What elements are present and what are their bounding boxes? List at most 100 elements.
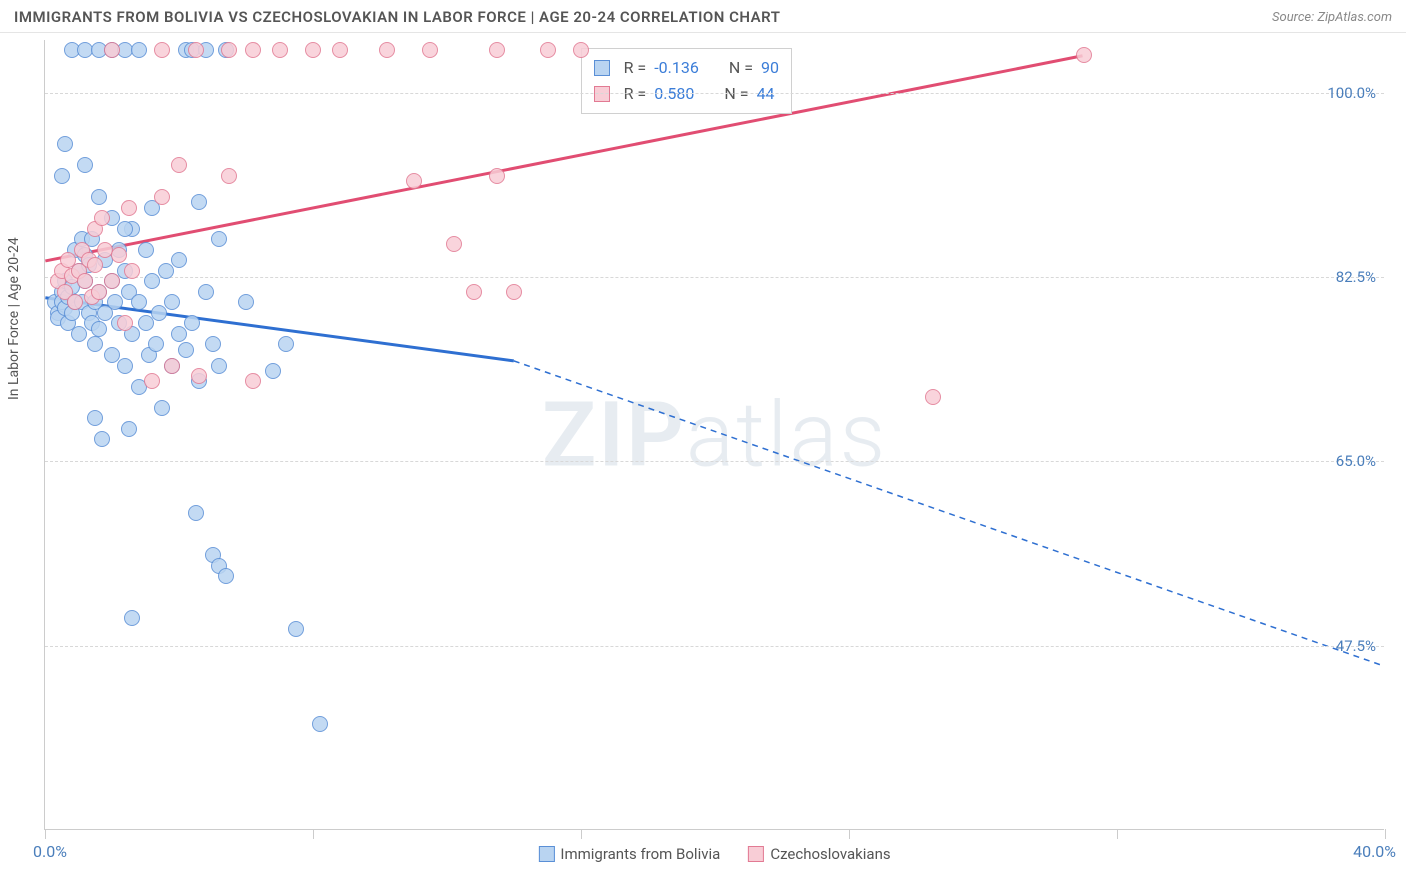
- point-bolivia: [54, 168, 70, 184]
- point-czech: [925, 389, 941, 405]
- legend-swatch: [538, 846, 554, 862]
- point-czech: [245, 373, 261, 389]
- point-czech: [506, 284, 522, 300]
- point-czech: [67, 294, 83, 310]
- point-bolivia: [312, 716, 328, 732]
- legend-item: Immigrants from Bolivia: [538, 845, 720, 863]
- point-bolivia: [57, 136, 73, 152]
- gridline-h: [45, 277, 1384, 278]
- stat-n-value: 90: [761, 55, 779, 81]
- y-tick-label: 100.0%: [1327, 84, 1376, 102]
- x-tick: [45, 829, 46, 839]
- bottom-legend: Immigrants from Bolivia Czechoslovakians: [538, 845, 890, 863]
- gridline-h: [45, 646, 1384, 647]
- stat-row: R = 0.580N = 44: [594, 81, 779, 107]
- point-bolivia: [188, 505, 204, 521]
- stat-r-value: -0.136: [654, 55, 699, 81]
- title-bar: IMMIGRANTS FROM BOLIVIA VS CZECHOSLOVAKI…: [0, 0, 1406, 33]
- x-tick: [849, 829, 850, 839]
- point-czech: [489, 42, 505, 58]
- legend-item: Czechoslovakians: [748, 845, 890, 863]
- point-bolivia: [278, 336, 294, 352]
- point-czech: [272, 42, 288, 58]
- point-czech: [1076, 47, 1092, 63]
- point-bolivia: [154, 400, 170, 416]
- point-bolivia: [184, 315, 200, 331]
- point-czech: [117, 315, 133, 331]
- point-bolivia: [94, 431, 110, 447]
- point-bolivia: [148, 336, 164, 352]
- point-bolivia: [288, 621, 304, 637]
- point-bolivia: [198, 284, 214, 300]
- point-czech: [154, 189, 170, 205]
- stat-n-label: N =: [724, 81, 748, 107]
- x-axis-min-label: 0.0%: [33, 842, 67, 861]
- point-bolivia: [138, 315, 154, 331]
- point-czech: [191, 368, 207, 384]
- point-czech: [573, 42, 589, 58]
- point-czech: [489, 168, 505, 184]
- correlation-stat-box: R = -0.136 N = 90R = 0.580N = 44: [581, 48, 792, 114]
- source-credit: Source: ZipAtlas.com: [1272, 10, 1392, 25]
- chart-plot-area: ZIPatlas R = -0.136 N = 90R = 0.580N = 44…: [44, 40, 1384, 830]
- y-tick-label: 65.0%: [1336, 452, 1376, 470]
- point-bolivia: [131, 42, 147, 58]
- point-bolivia: [211, 231, 227, 247]
- point-bolivia: [121, 421, 137, 437]
- point-bolivia: [205, 336, 221, 352]
- point-czech: [124, 263, 140, 279]
- stat-r-label: R =: [624, 55, 647, 81]
- point-bolivia: [171, 252, 187, 268]
- legend-swatch: [594, 86, 610, 102]
- point-czech: [164, 358, 180, 374]
- point-czech: [87, 257, 103, 273]
- point-czech: [104, 42, 120, 58]
- gridline-h: [45, 93, 1384, 94]
- source-prefix: Source:: [1272, 10, 1317, 25]
- point-bolivia: [265, 363, 281, 379]
- stat-r-label: R =: [624, 81, 647, 107]
- stat-n-label: N =: [729, 55, 753, 81]
- y-axis-label: In Labor Force | Age 20-24: [6, 237, 22, 400]
- point-bolivia: [87, 336, 103, 352]
- watermark-bold: ZIP: [542, 382, 686, 487]
- point-bolivia: [77, 157, 93, 173]
- x-tick: [1385, 829, 1386, 839]
- watermark-rest: atlas: [686, 382, 887, 487]
- point-czech: [111, 247, 127, 263]
- point-czech: [91, 284, 107, 300]
- chart-title: IMMIGRANTS FROM BOLIVIA VS CZECHOSLOVAKI…: [14, 8, 780, 26]
- point-czech: [379, 42, 395, 58]
- point-bolivia: [151, 305, 167, 321]
- point-bolivia: [171, 326, 187, 342]
- point-czech: [540, 42, 556, 58]
- gridline-h: [45, 461, 1384, 462]
- point-czech: [94, 210, 110, 226]
- legend-swatch: [748, 846, 764, 862]
- point-czech: [104, 273, 120, 289]
- point-czech: [121, 200, 137, 216]
- x-axis-max-label: 40.0%: [1353, 842, 1396, 861]
- point-czech: [446, 236, 462, 252]
- point-czech: [305, 42, 321, 58]
- point-czech: [245, 42, 261, 58]
- point-czech: [406, 173, 422, 189]
- point-bolivia: [117, 358, 133, 374]
- point-bolivia: [107, 294, 123, 310]
- point-bolivia: [71, 326, 87, 342]
- point-bolivia: [87, 410, 103, 426]
- x-tick: [581, 829, 582, 839]
- y-tick-label: 82.5%: [1336, 268, 1376, 286]
- point-bolivia: [238, 294, 254, 310]
- watermark: ZIPatlas: [542, 382, 887, 487]
- stat-row: R = -0.136 N = 90: [594, 55, 779, 81]
- x-tick: [313, 829, 314, 839]
- point-bolivia: [91, 321, 107, 337]
- point-bolivia: [218, 568, 234, 584]
- point-czech: [154, 42, 170, 58]
- point-bolivia: [178, 342, 194, 358]
- point-bolivia: [191, 194, 207, 210]
- trend-lines-layer: [45, 40, 1384, 829]
- point-czech: [466, 284, 482, 300]
- point-bolivia: [91, 189, 107, 205]
